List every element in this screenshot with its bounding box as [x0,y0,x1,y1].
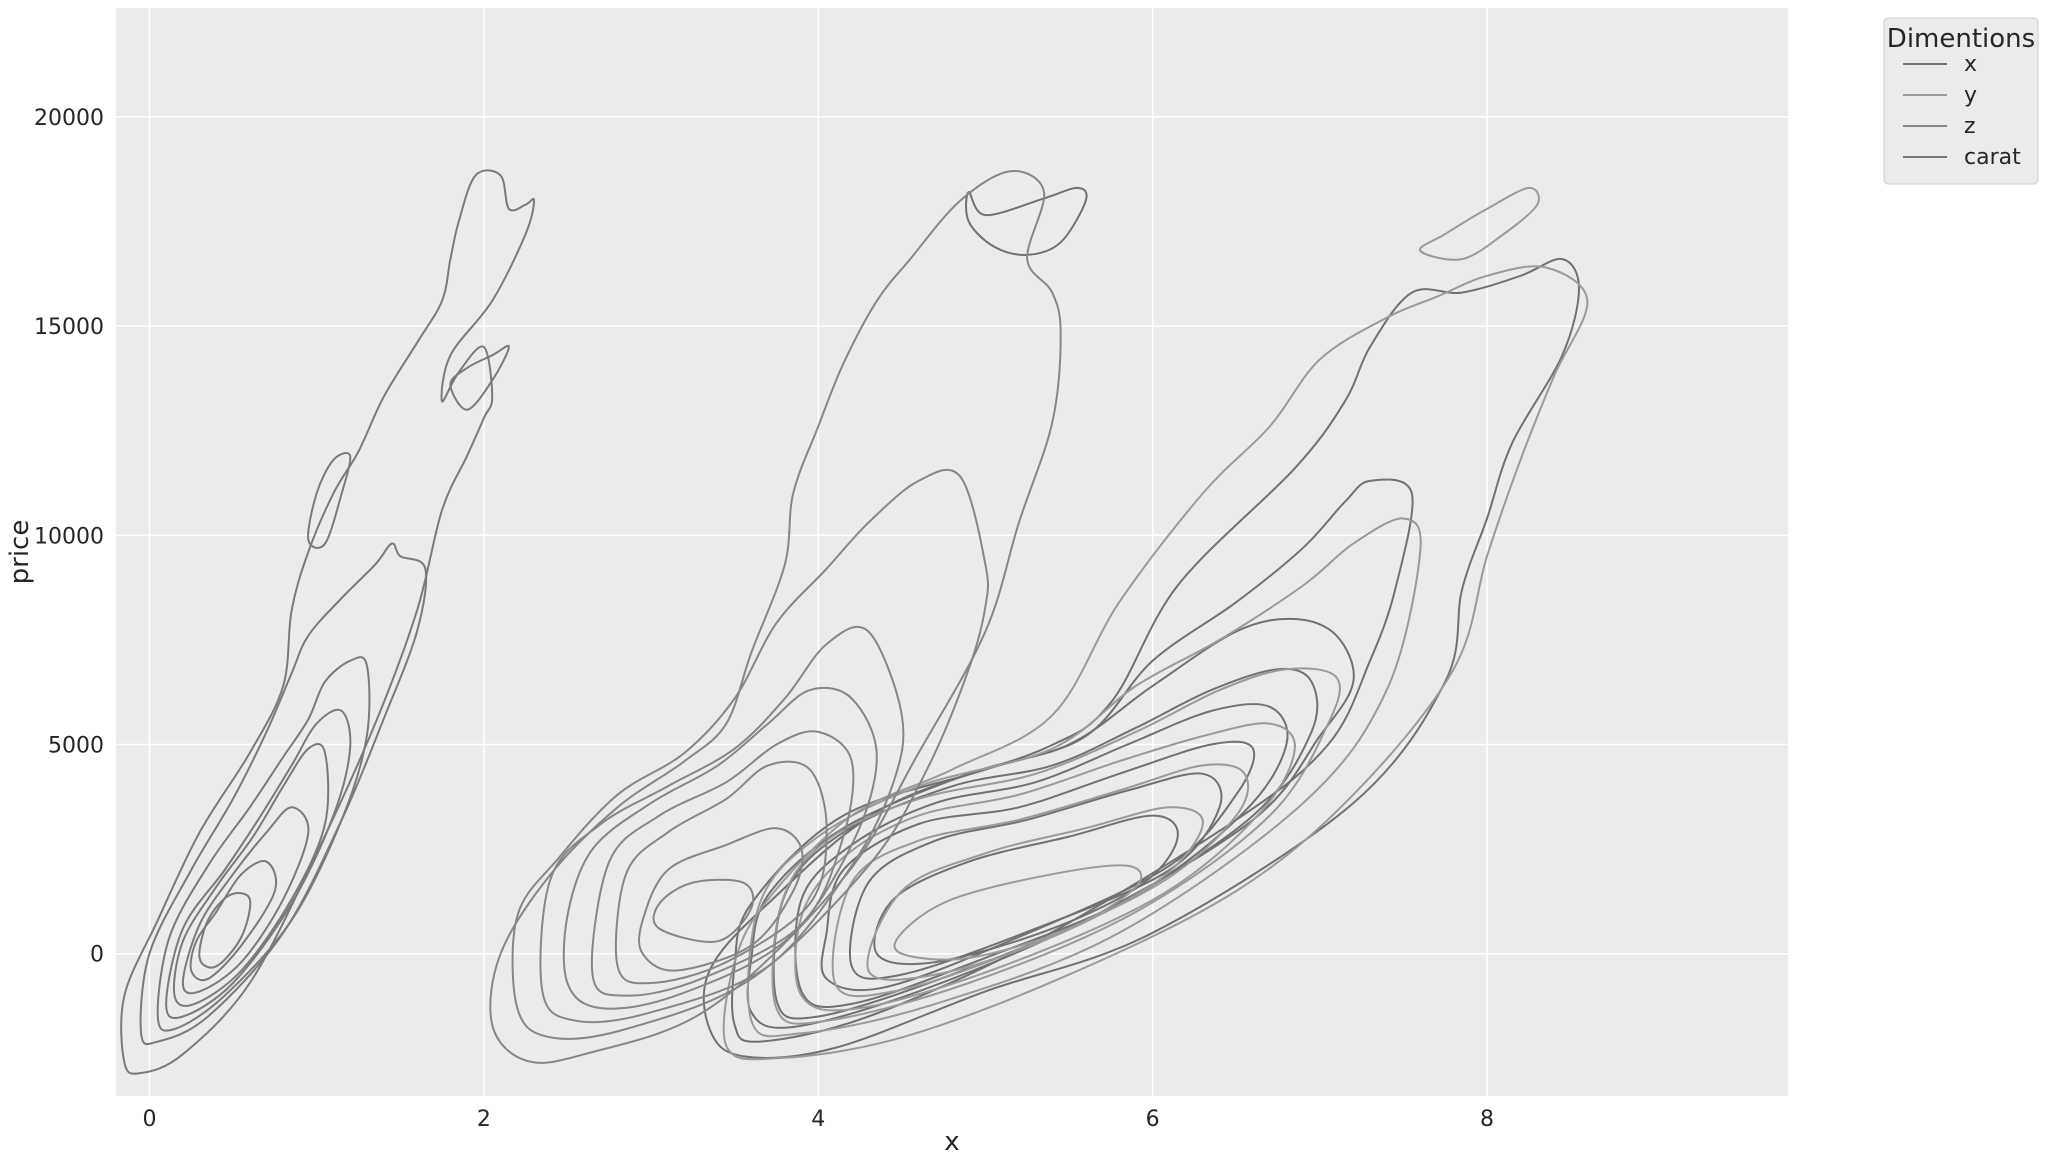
contour-line-z [591,730,855,997]
grid [116,8,1788,1096]
contour-line-z [511,468,990,1040]
contour-line-y [794,722,1296,1012]
y-tick-label: 15000 [34,315,104,340]
contour-line-z [562,686,878,1010]
y-axis-label: price [5,520,35,585]
series-z [489,170,1062,1064]
tick-labels: 0 2 4 6 8 0 5000 10000 15000 20000 [34,106,1494,1132]
contour-line-x [965,186,1088,256]
series-carat [120,169,535,1075]
contour-layer [120,169,1589,1075]
legend-label-z: z [1964,114,1976,139]
plot-background [116,8,1788,1096]
x-tick-label: 2 [477,1107,491,1132]
contour-line-x [702,257,1580,1059]
contour-line-carat [173,742,330,1007]
y-tick-label: 20000 [34,106,104,131]
legend-label-x: x [1964,52,1977,77]
contour-line-z [489,170,1062,1064]
legend: Dimentions xyz carat [1883,17,2039,185]
legend-label-carat: carat [1964,145,2021,170]
contour-line-y [1419,186,1540,261]
contour-line-z [539,625,905,1024]
y-tick-label: 5000 [48,733,104,758]
legend-box [1883,17,2039,185]
y-tick-label: 0 [90,943,104,968]
contour-line-carat [449,345,510,411]
contour-line-z [614,760,828,985]
x-tick-label: 4 [811,1107,825,1132]
contour-line-x [794,703,1289,1008]
legend-title: Dimentions [1887,24,2035,54]
contour-line-carat [181,806,310,995]
contour-line-x [746,617,1355,1029]
y-tick-label: 10000 [34,524,104,549]
series-y [722,186,1589,1061]
legend-entries: xyz carat [1903,52,2021,170]
contour-line-carat [198,892,252,969]
contour-line-carat [165,708,352,1020]
x-tick-label: 8 [1480,1107,1494,1132]
contour-line-y [722,265,1589,1061]
x-tick-label: 6 [1146,1107,1160,1132]
x-tick-label: 0 [142,1107,156,1132]
legend-label-y: y [1964,83,1977,108]
x-axis-label: x [944,1127,959,1157]
contour-line-carat [156,656,371,1032]
contour-line-x [820,740,1256,992]
contour-line-x [873,814,1179,966]
contour-line-carat [189,860,278,982]
contour-line-y [771,667,1341,1025]
contour-line-x [848,772,1223,980]
contour-line-z [638,827,804,972]
contour-line-z [652,878,755,943]
contour-line-carat [120,169,535,1075]
contour-line-y [893,864,1143,961]
contour-line-carat [307,452,352,549]
contour-line-y [866,806,1204,981]
